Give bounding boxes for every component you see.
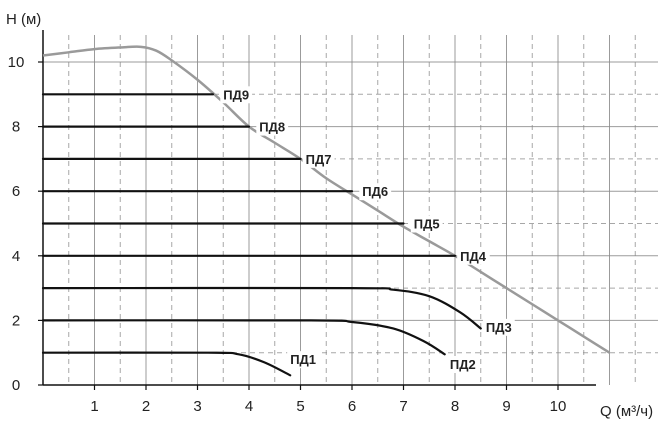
- series-label-background: [359, 183, 392, 201]
- grid: [43, 35, 658, 385]
- x-tick-label: 3: [193, 398, 201, 415]
- y-tick-label: 8: [12, 119, 20, 136]
- series-label-background: [457, 247, 490, 265]
- series-label: ПД3: [486, 320, 512, 335]
- series-label-background: [482, 318, 515, 336]
- x-tick-labels: 1 2 3 4 5 6 7 8 9 10: [90, 398, 566, 415]
- series-label: ПД7: [306, 152, 332, 167]
- speed-curves: [41, 93, 482, 377]
- x-tick-label: 8: [451, 398, 459, 415]
- x-tick-label: 1: [90, 398, 98, 415]
- series-label: ПД5: [414, 217, 440, 232]
- envelope-line: [42, 45, 611, 354]
- series-line-пд3: [41, 286, 482, 330]
- series-label: ПД1: [290, 352, 316, 367]
- series-label-background: [256, 118, 289, 136]
- x-tick-label: 4: [245, 398, 253, 415]
- series-line-пд2: [41, 319, 446, 356]
- series-line-пд1: [41, 351, 292, 377]
- series-label-background: [220, 86, 253, 104]
- x-tick-label: 6: [348, 398, 356, 415]
- series-label: ПД6: [362, 184, 388, 199]
- series-label: ПД2: [450, 357, 476, 372]
- x-tick-label: 2: [142, 398, 150, 415]
- series-label-background: [302, 150, 335, 168]
- series-label: ПД9: [223, 87, 249, 102]
- y-tick-label: 6: [12, 183, 20, 200]
- max-head-envelope: [42, 45, 611, 354]
- y-tick-label: 0: [12, 377, 20, 394]
- y-tick-label: 2: [12, 312, 20, 329]
- x-tick-label: 9: [502, 398, 510, 415]
- series-label: ПД4: [460, 249, 487, 264]
- series-label-background: [287, 351, 320, 369]
- series-labels: ПД1 ПД2 ПД3 ПД4 ПД5 ПД6 ПД7 ПД8 ПД9: [220, 86, 515, 374]
- y-tick-labels: 0 2 4 6 8 10: [8, 54, 25, 394]
- x-tick-label: 10: [550, 398, 567, 415]
- y-axis-label: H (м): [6, 11, 41, 28]
- y-tick-label: 10: [8, 54, 25, 71]
- x-axis-label: Q (м³/ч): [600, 403, 653, 420]
- y-tick-label: 4: [12, 248, 20, 265]
- series-label-background: [410, 215, 443, 233]
- x-tick-label: 5: [296, 398, 304, 415]
- axes: [38, 30, 596, 390]
- series-label: ПД8: [259, 120, 285, 135]
- series-label-background: [446, 356, 479, 374]
- x-tick-label: 7: [399, 398, 407, 415]
